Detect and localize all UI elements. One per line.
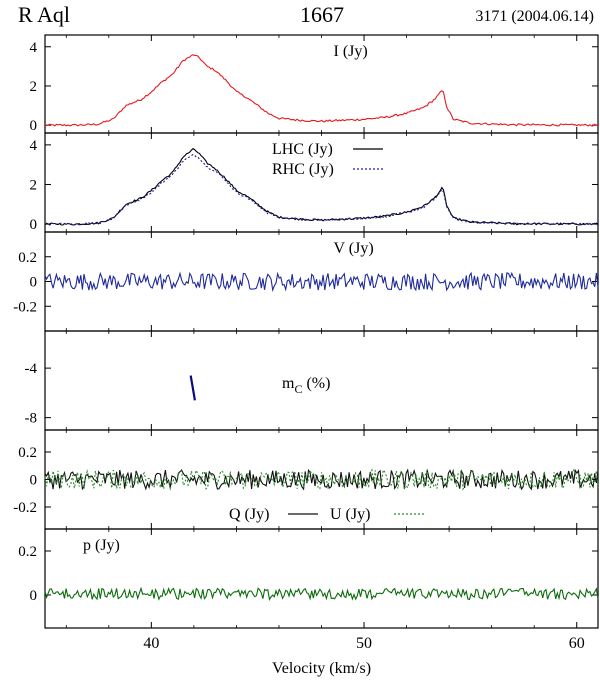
observation-epoch: 3171 (2004.06.14) bbox=[475, 8, 594, 25]
star-name: R Aql bbox=[18, 2, 70, 27]
y-tick-label: 0 bbox=[30, 217, 38, 233]
panel-p bbox=[44, 528, 599, 629]
y-tick-label: 4 bbox=[30, 138, 38, 154]
transition-frequency: 1667 bbox=[300, 2, 344, 27]
x-tick-label: 40 bbox=[143, 635, 159, 652]
y-tick-label: 0 bbox=[30, 118, 38, 134]
panel-I bbox=[44, 34, 599, 134]
y-tick-label: 0.2 bbox=[18, 445, 37, 461]
legend-label: Q (Jy) bbox=[229, 506, 269, 523]
panel-label: p (Jy) bbox=[83, 537, 120, 554]
panel-frame bbox=[44, 528, 599, 629]
y-tick-label: -8 bbox=[25, 411, 38, 427]
legend-label: U (Jy) bbox=[330, 506, 370, 523]
panel-label: I (Jy) bbox=[334, 43, 368, 60]
panel-label: V (Jy) bbox=[334, 240, 374, 257]
y-tick-label: 2 bbox=[30, 177, 38, 193]
legend-label: LHC (Jy) bbox=[272, 141, 333, 158]
series-line-LHC bbox=[44, 147, 599, 226]
series-line-U bbox=[44, 468, 599, 491]
y-tick-label: 0 bbox=[30, 275, 38, 291]
y-tick-label: 0 bbox=[30, 588, 38, 604]
x-tick-label: 50 bbox=[356, 635, 372, 652]
y-tick-label: 0.2 bbox=[18, 250, 37, 266]
series-line-mC bbox=[189, 375, 196, 401]
y-tick-label: 0 bbox=[30, 473, 38, 489]
y-tick-label: -0.2 bbox=[13, 500, 37, 516]
legend-label: RHC (Jy) bbox=[272, 161, 334, 178]
series-line-I bbox=[44, 54, 598, 127]
panel-frame bbox=[44, 34, 599, 134]
y-tick-label: 2 bbox=[30, 79, 38, 95]
panel-label: mC (%) bbox=[282, 375, 330, 396]
y-tick-label: -0.2 bbox=[13, 299, 37, 315]
series-line-RHC bbox=[44, 153, 599, 226]
x-axis-label: Velocity (km/s) bbox=[272, 660, 371, 677]
panel-V bbox=[44, 231, 599, 332]
panel-frame bbox=[44, 231, 599, 332]
series-line-V bbox=[44, 271, 599, 293]
panel-QU bbox=[44, 429, 599, 530]
y-tick-label: -4 bbox=[25, 361, 38, 377]
y-tick-label: 0.2 bbox=[18, 544, 37, 560]
series-line-p bbox=[44, 586, 599, 601]
y-tick-label: 4 bbox=[30, 40, 38, 56]
x-tick-label: 60 bbox=[569, 635, 585, 652]
